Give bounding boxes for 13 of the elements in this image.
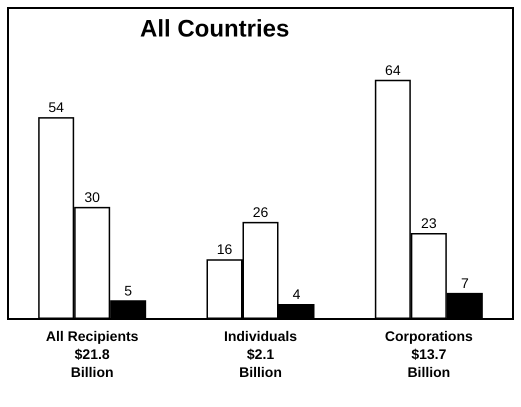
data-label: 16 (216, 241, 232, 258)
chart-title: All Countries (140, 16, 290, 42)
data-label: 4 (292, 286, 301, 302)
data-label: 7 (460, 274, 469, 291)
x-tick-label: All Recipients $21.8 Billion (46, 328, 139, 380)
data-label: 5 (124, 282, 132, 298)
data-label: 23 (421, 215, 437, 232)
data-label: 64 (385, 62, 401, 78)
data-label: 26 (252, 204, 268, 220)
x-tick-label: Individuals $2.1 Billion (224, 328, 298, 380)
x-tick-label: Corporations $13.7 Billion (384, 328, 473, 380)
data-label: 54 (48, 99, 64, 116)
data-label: 30 (84, 188, 100, 205)
